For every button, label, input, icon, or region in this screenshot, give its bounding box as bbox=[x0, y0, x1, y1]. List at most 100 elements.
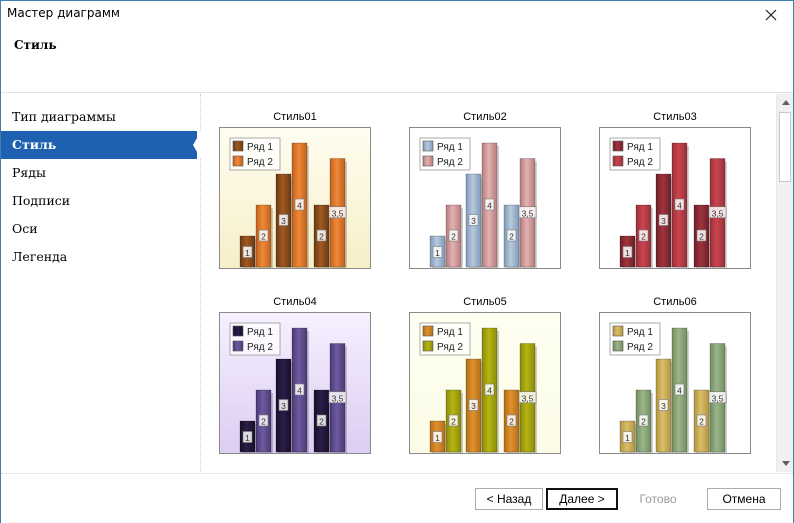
style-preview[interactable]: 1 2 3 4 2 3,5 Ряд 1 Ряд 2 bbox=[409, 312, 561, 454]
vertical-scrollbar[interactable] bbox=[776, 94, 793, 472]
data-label: 2 bbox=[509, 232, 514, 242]
data-label: 1 bbox=[625, 248, 630, 258]
data-label-box bbox=[638, 414, 649, 427]
data-label-box bbox=[328, 391, 347, 404]
arrow-up-icon bbox=[781, 100, 790, 105]
data-label-box bbox=[674, 198, 685, 211]
style-label: Стиль02 bbox=[463, 111, 507, 123]
data-label-box bbox=[708, 391, 727, 404]
cancel-button[interactable]: Отмена bbox=[707, 488, 781, 510]
style-preview[interactable]: 1 2 3 4 2 3,5 Ряд 1 Ряд 2 bbox=[409, 127, 561, 269]
data-label-box bbox=[622, 246, 633, 258]
next-button[interactable]: Далее > bbox=[546, 488, 618, 510]
data-label: 2 bbox=[261, 232, 266, 242]
data-label-box bbox=[506, 414, 517, 427]
data-label-box bbox=[696, 414, 707, 427]
data-label-box bbox=[258, 414, 269, 427]
data-label-box bbox=[484, 383, 495, 396]
data-label-box bbox=[328, 206, 347, 219]
data-label-box bbox=[448, 229, 459, 242]
data-label-box bbox=[708, 206, 727, 219]
bar-chart-preview: 1 2 3 4 2 3,5 Ряд 1 Ряд 2 bbox=[600, 313, 750, 453]
data-label: 1 bbox=[435, 433, 440, 443]
legend-swatch-series2 bbox=[612, 340, 624, 352]
finish-button[interactable]: Готово bbox=[621, 488, 695, 510]
legend-label-series1: Ряд 1 bbox=[437, 142, 463, 153]
bar-chart-preview: 1 2 3 4 2 3,5 Ряд 1 Ряд 2 bbox=[220, 128, 370, 268]
dialog-footer: < Назад Далее > Готово Отмена bbox=[1, 473, 793, 523]
data-label: 2 bbox=[699, 232, 704, 242]
legend-label-series2: Ряд 2 bbox=[627, 157, 653, 168]
data-label: 2 bbox=[509, 417, 514, 427]
data-label-box bbox=[294, 198, 305, 211]
data-label: 3 bbox=[281, 401, 286, 411]
style-label: Стиль01 bbox=[273, 111, 317, 123]
legend-swatch-series1 bbox=[422, 140, 434, 152]
data-label-box bbox=[432, 431, 443, 443]
data-label-box bbox=[316, 229, 327, 242]
data-label: 3,5 bbox=[712, 208, 724, 218]
data-label: 3 bbox=[661, 216, 666, 226]
scroll-down-button[interactable] bbox=[777, 455, 794, 472]
legend-label-series2: Ряд 2 bbox=[247, 157, 273, 168]
data-label-box bbox=[258, 229, 269, 242]
data-label: 2 bbox=[641, 232, 646, 242]
legend-label-series2: Ряд 2 bbox=[247, 342, 273, 353]
bar-chart-preview: 1 2 3 4 2 3,5 Ряд 1 Ряд 2 bbox=[220, 313, 370, 453]
data-label: 2 bbox=[641, 417, 646, 427]
data-label-box bbox=[242, 246, 253, 258]
data-label-box bbox=[638, 229, 649, 242]
legend-swatch-series1 bbox=[422, 325, 434, 337]
data-label-box bbox=[316, 414, 327, 427]
scroll-up-button[interactable] bbox=[777, 94, 794, 111]
sidebar-item-chart-type[interactable]: Тип диаграммы bbox=[12, 109, 116, 124]
data-label-box bbox=[696, 229, 707, 242]
style-preview[interactable]: 1 2 3 4 2 3,5 Ряд 1 Ряд 2 bbox=[599, 127, 751, 269]
close-button[interactable] bbox=[751, 1, 791, 29]
window-title: Мастер диаграмм bbox=[7, 6, 120, 20]
legend-label-series2: Ряд 2 bbox=[627, 342, 653, 353]
style-preview[interactable]: 1 2 3 4 2 3,5 Ряд 1 Ряд 2 bbox=[219, 127, 371, 269]
data-label: 3 bbox=[471, 401, 476, 411]
back-button[interactable]: < Назад bbox=[475, 488, 543, 510]
legend-label-series1: Ряд 1 bbox=[247, 142, 273, 153]
page-title: Стиль bbox=[14, 38, 57, 52]
data-label: 3,5 bbox=[522, 393, 534, 403]
data-label-box bbox=[468, 214, 479, 226]
data-label-box bbox=[518, 391, 537, 404]
data-label-box bbox=[432, 246, 443, 258]
data-label: 3 bbox=[281, 216, 286, 226]
data-label: 2 bbox=[699, 417, 704, 427]
data-label: 1 bbox=[435, 248, 440, 258]
bar-chart-preview: 1 2 3 4 2 3,5 Ряд 1 Ряд 2 bbox=[410, 313, 560, 453]
sidebar-item-axes[interactable]: Оси bbox=[12, 221, 38, 236]
data-label-box bbox=[468, 399, 479, 411]
data-label: 4 bbox=[487, 201, 492, 211]
style-preview[interactable]: 1 2 3 4 2 3,5 Ряд 1 Ряд 2 bbox=[219, 312, 371, 454]
legend-label-series1: Ряд 1 bbox=[627, 142, 653, 153]
bar-chart-preview: 1 2 3 4 2 3,5 Ряд 1 Ряд 2 bbox=[600, 128, 750, 268]
data-label-box bbox=[448, 414, 459, 427]
legend-label-series1: Ряд 1 bbox=[437, 327, 463, 338]
style-label: Стиль06 bbox=[653, 296, 697, 308]
legend-label-series2: Ряд 2 bbox=[437, 157, 463, 168]
data-label: 1 bbox=[625, 433, 630, 443]
data-label: 4 bbox=[677, 386, 682, 396]
data-label: 3,5 bbox=[522, 208, 534, 218]
legend-swatch-series1 bbox=[232, 140, 244, 152]
style-preview[interactable]: 1 2 3 4 2 3,5 Ряд 1 Ряд 2 bbox=[599, 312, 751, 454]
legend-swatch-series1 bbox=[612, 140, 624, 152]
sidebar-item-legend[interactable]: Легенда bbox=[12, 249, 68, 264]
sidebar-item-style[interactable]: Стиль bbox=[1, 131, 201, 159]
data-label: 4 bbox=[487, 386, 492, 396]
sidebar-item-series[interactable]: Ряды bbox=[12, 165, 46, 180]
wizard-steps-sidebar: Тип диаграммы Стиль Ряды Подписи Оси Лег… bbox=[1, 94, 201, 472]
scroll-thumb[interactable] bbox=[779, 112, 791, 182]
data-label: 2 bbox=[451, 232, 456, 242]
sidebar-item-labels[interactable]: Подписи bbox=[12, 193, 71, 208]
legend-label-series2: Ряд 2 bbox=[437, 342, 463, 353]
data-label: 3,5 bbox=[332, 393, 344, 403]
data-label: 4 bbox=[297, 201, 302, 211]
data-label-box bbox=[278, 399, 289, 411]
